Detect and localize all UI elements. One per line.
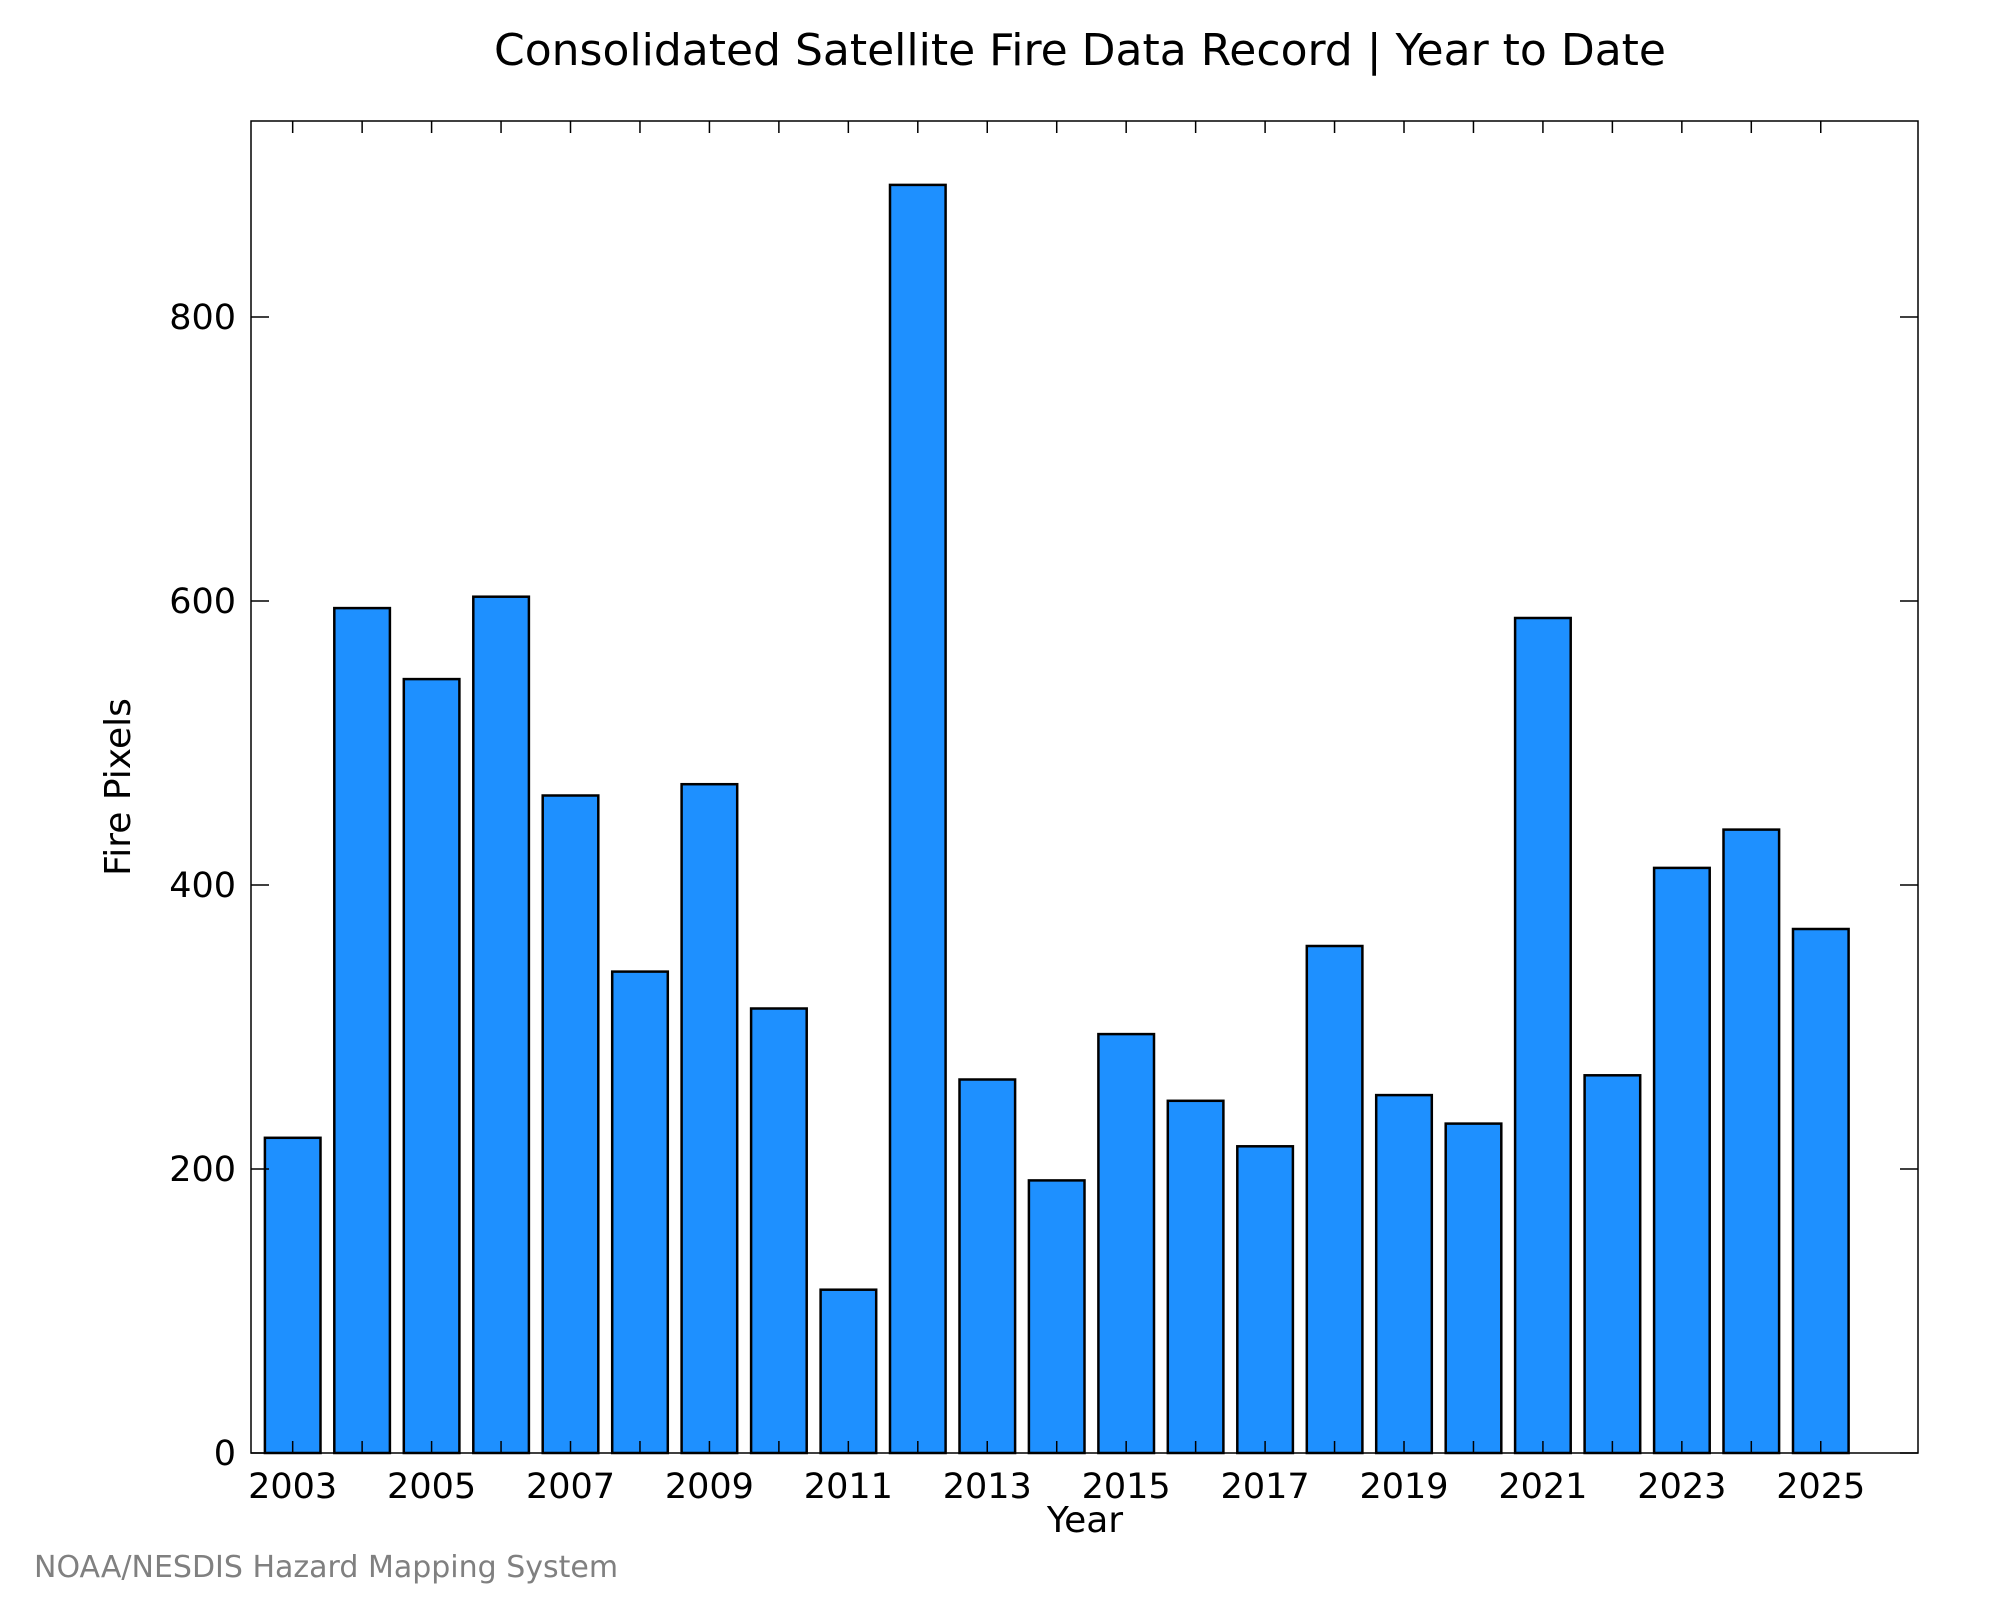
credit-text: NOAA/NESDIS Hazard Mapping System — [34, 1550, 618, 1585]
bar-2016 — [1166, 1099, 1225, 1455]
y-tick-label-600: 600 — [169, 582, 236, 622]
bar-2009 — [680, 782, 739, 1455]
x-tick-label-2003: 2003 — [248, 1467, 337, 1507]
bar-2017 — [1236, 1145, 1295, 1455]
bar-2011 — [819, 1288, 878, 1455]
y-tick-label-0: 0 — [214, 1434, 236, 1474]
y-axis-ticks: 0 200 400 600 800 — [169, 298, 1918, 1474]
bar-2008 — [610, 970, 670, 1455]
bar-2019 — [1374, 1093, 1434, 1455]
x-tick-label-2015: 2015 — [1082, 1467, 1171, 1507]
y-tick-label-800: 800 — [169, 298, 236, 338]
x-tick-label-2011: 2011 — [804, 1467, 893, 1507]
bar-2012 — [888, 183, 947, 1455]
bar-2018 — [1305, 944, 1364, 1455]
bar-2022 — [1583, 1074, 1642, 1455]
bar-2004 — [333, 606, 392, 1455]
y-axis-label: Fire Pixels — [98, 698, 139, 876]
bars-group — [263, 183, 1850, 1455]
x-axis-label: Year — [1046, 1500, 1123, 1541]
bar-2005 — [402, 677, 461, 1455]
x-tick-label-2019: 2019 — [1359, 1467, 1448, 1507]
x-tick-label-2013: 2013 — [943, 1467, 1032, 1507]
x-tick-label-2023: 2023 — [1637, 1467, 1726, 1507]
bar-2024 — [1722, 828, 1781, 1455]
x-tick-label-2021: 2021 — [1498, 1467, 1587, 1507]
x-tick-label-2007: 2007 — [526, 1467, 615, 1507]
x-tick-label-2005: 2005 — [387, 1467, 476, 1507]
bar-2006 — [472, 595, 531, 1455]
bar-2023 — [1652, 866, 1711, 1455]
chart-title: Consolidated Satellite Fire Data Record … — [494, 25, 1666, 76]
x-tick-label-2025: 2025 — [1776, 1467, 1865, 1507]
bar-2010 — [749, 1007, 808, 1455]
x-axis-ticks: 2003 2005 2007 2009 2011 2013 2015 2017 2019 2021… — [248, 121, 1865, 1507]
bar-2025 — [1791, 927, 1850, 1455]
y-tick-label-200: 200 — [169, 1150, 236, 1190]
bar-2015 — [1097, 1032, 1156, 1455]
bar-2003 — [263, 1136, 322, 1455]
bar-2014 — [1027, 1179, 1086, 1455]
bar-2013 — [958, 1078, 1017, 1455]
bar-2020 — [1444, 1122, 1503, 1455]
x-tick-label-2009: 2009 — [665, 1467, 754, 1507]
bar-2021 — [1513, 616, 1572, 1455]
x-tick-label-2017: 2017 — [1221, 1467, 1310, 1507]
y-tick-label-400: 400 — [169, 866, 236, 906]
plot-frame — [250, 120, 1919, 1454]
bar-2007 — [541, 794, 600, 1455]
